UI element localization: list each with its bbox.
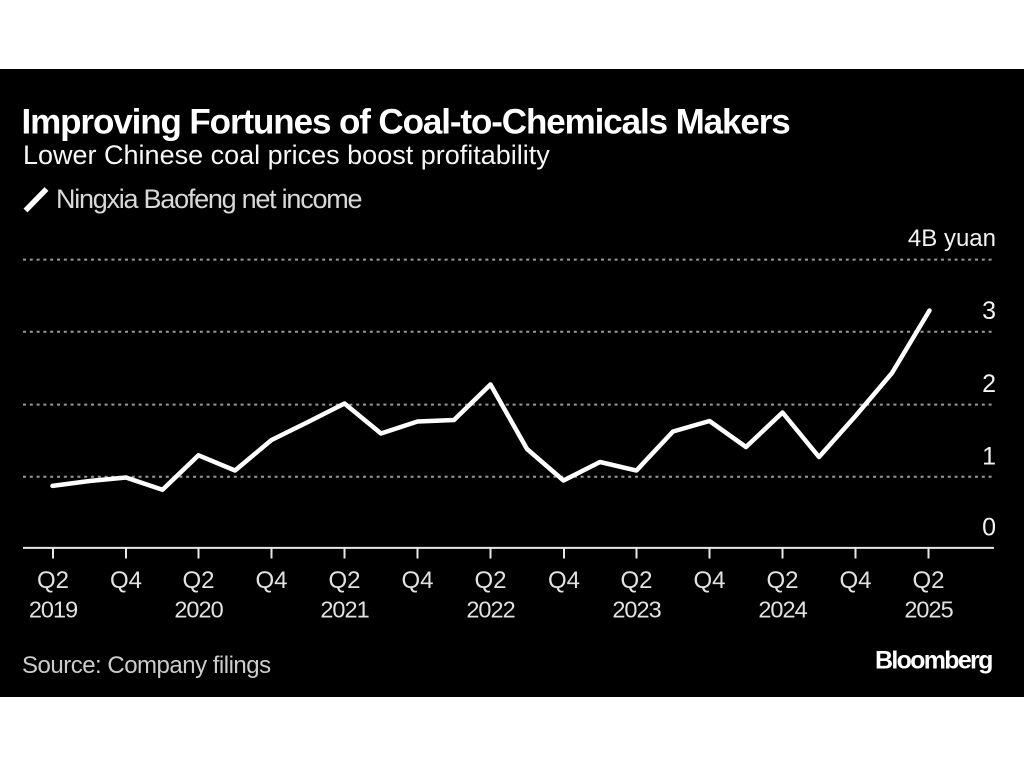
svg-text:Q2: Q2 — [474, 567, 506, 594]
svg-text:Q4: Q4 — [548, 567, 580, 594]
svg-text:Q2: Q2 — [37, 567, 69, 594]
svg-text:Ningxia Baofeng net income: Ningxia Baofeng net income — [56, 184, 361, 214]
svg-text:Q2: Q2 — [620, 567, 652, 594]
svg-text:2021: 2021 — [320, 597, 368, 623]
svg-text:4B yuan: 4B yuan — [908, 225, 996, 252]
svg-text:3: 3 — [982, 297, 996, 325]
svg-text:2022: 2022 — [466, 597, 514, 623]
svg-text:2: 2 — [982, 370, 996, 398]
svg-text:Q2: Q2 — [328, 567, 360, 594]
svg-text:2023: 2023 — [612, 597, 661, 623]
svg-text:0: 0 — [982, 514, 996, 542]
svg-text:Improving Fortunes of Coal-to-: Improving Fortunes of Coal-to-Chemicals … — [22, 103, 791, 142]
svg-text:Q4: Q4 — [839, 567, 871, 594]
svg-text:Lower Chinese coal prices boos: Lower Chinese coal prices boost profitab… — [23, 140, 550, 170]
svg-text:Q4: Q4 — [255, 567, 287, 594]
svg-text:Q2: Q2 — [912, 567, 944, 594]
svg-text:Q4: Q4 — [693, 567, 725, 594]
svg-text:1: 1 — [982, 443, 996, 471]
svg-text:2024: 2024 — [758, 597, 807, 623]
svg-text:2020: 2020 — [174, 597, 223, 623]
svg-text:Q4: Q4 — [110, 567, 142, 594]
svg-text:2025: 2025 — [904, 597, 953, 623]
svg-text:2019: 2019 — [29, 597, 77, 623]
svg-text:Q2: Q2 — [182, 567, 214, 594]
svg-text:Bloomberg: Bloomberg — [875, 647, 992, 675]
svg-text:Source: Company filings: Source: Company filings — [22, 652, 271, 679]
svg-text:Q2: Q2 — [766, 567, 798, 594]
svg-text:Q4: Q4 — [401, 567, 433, 594]
